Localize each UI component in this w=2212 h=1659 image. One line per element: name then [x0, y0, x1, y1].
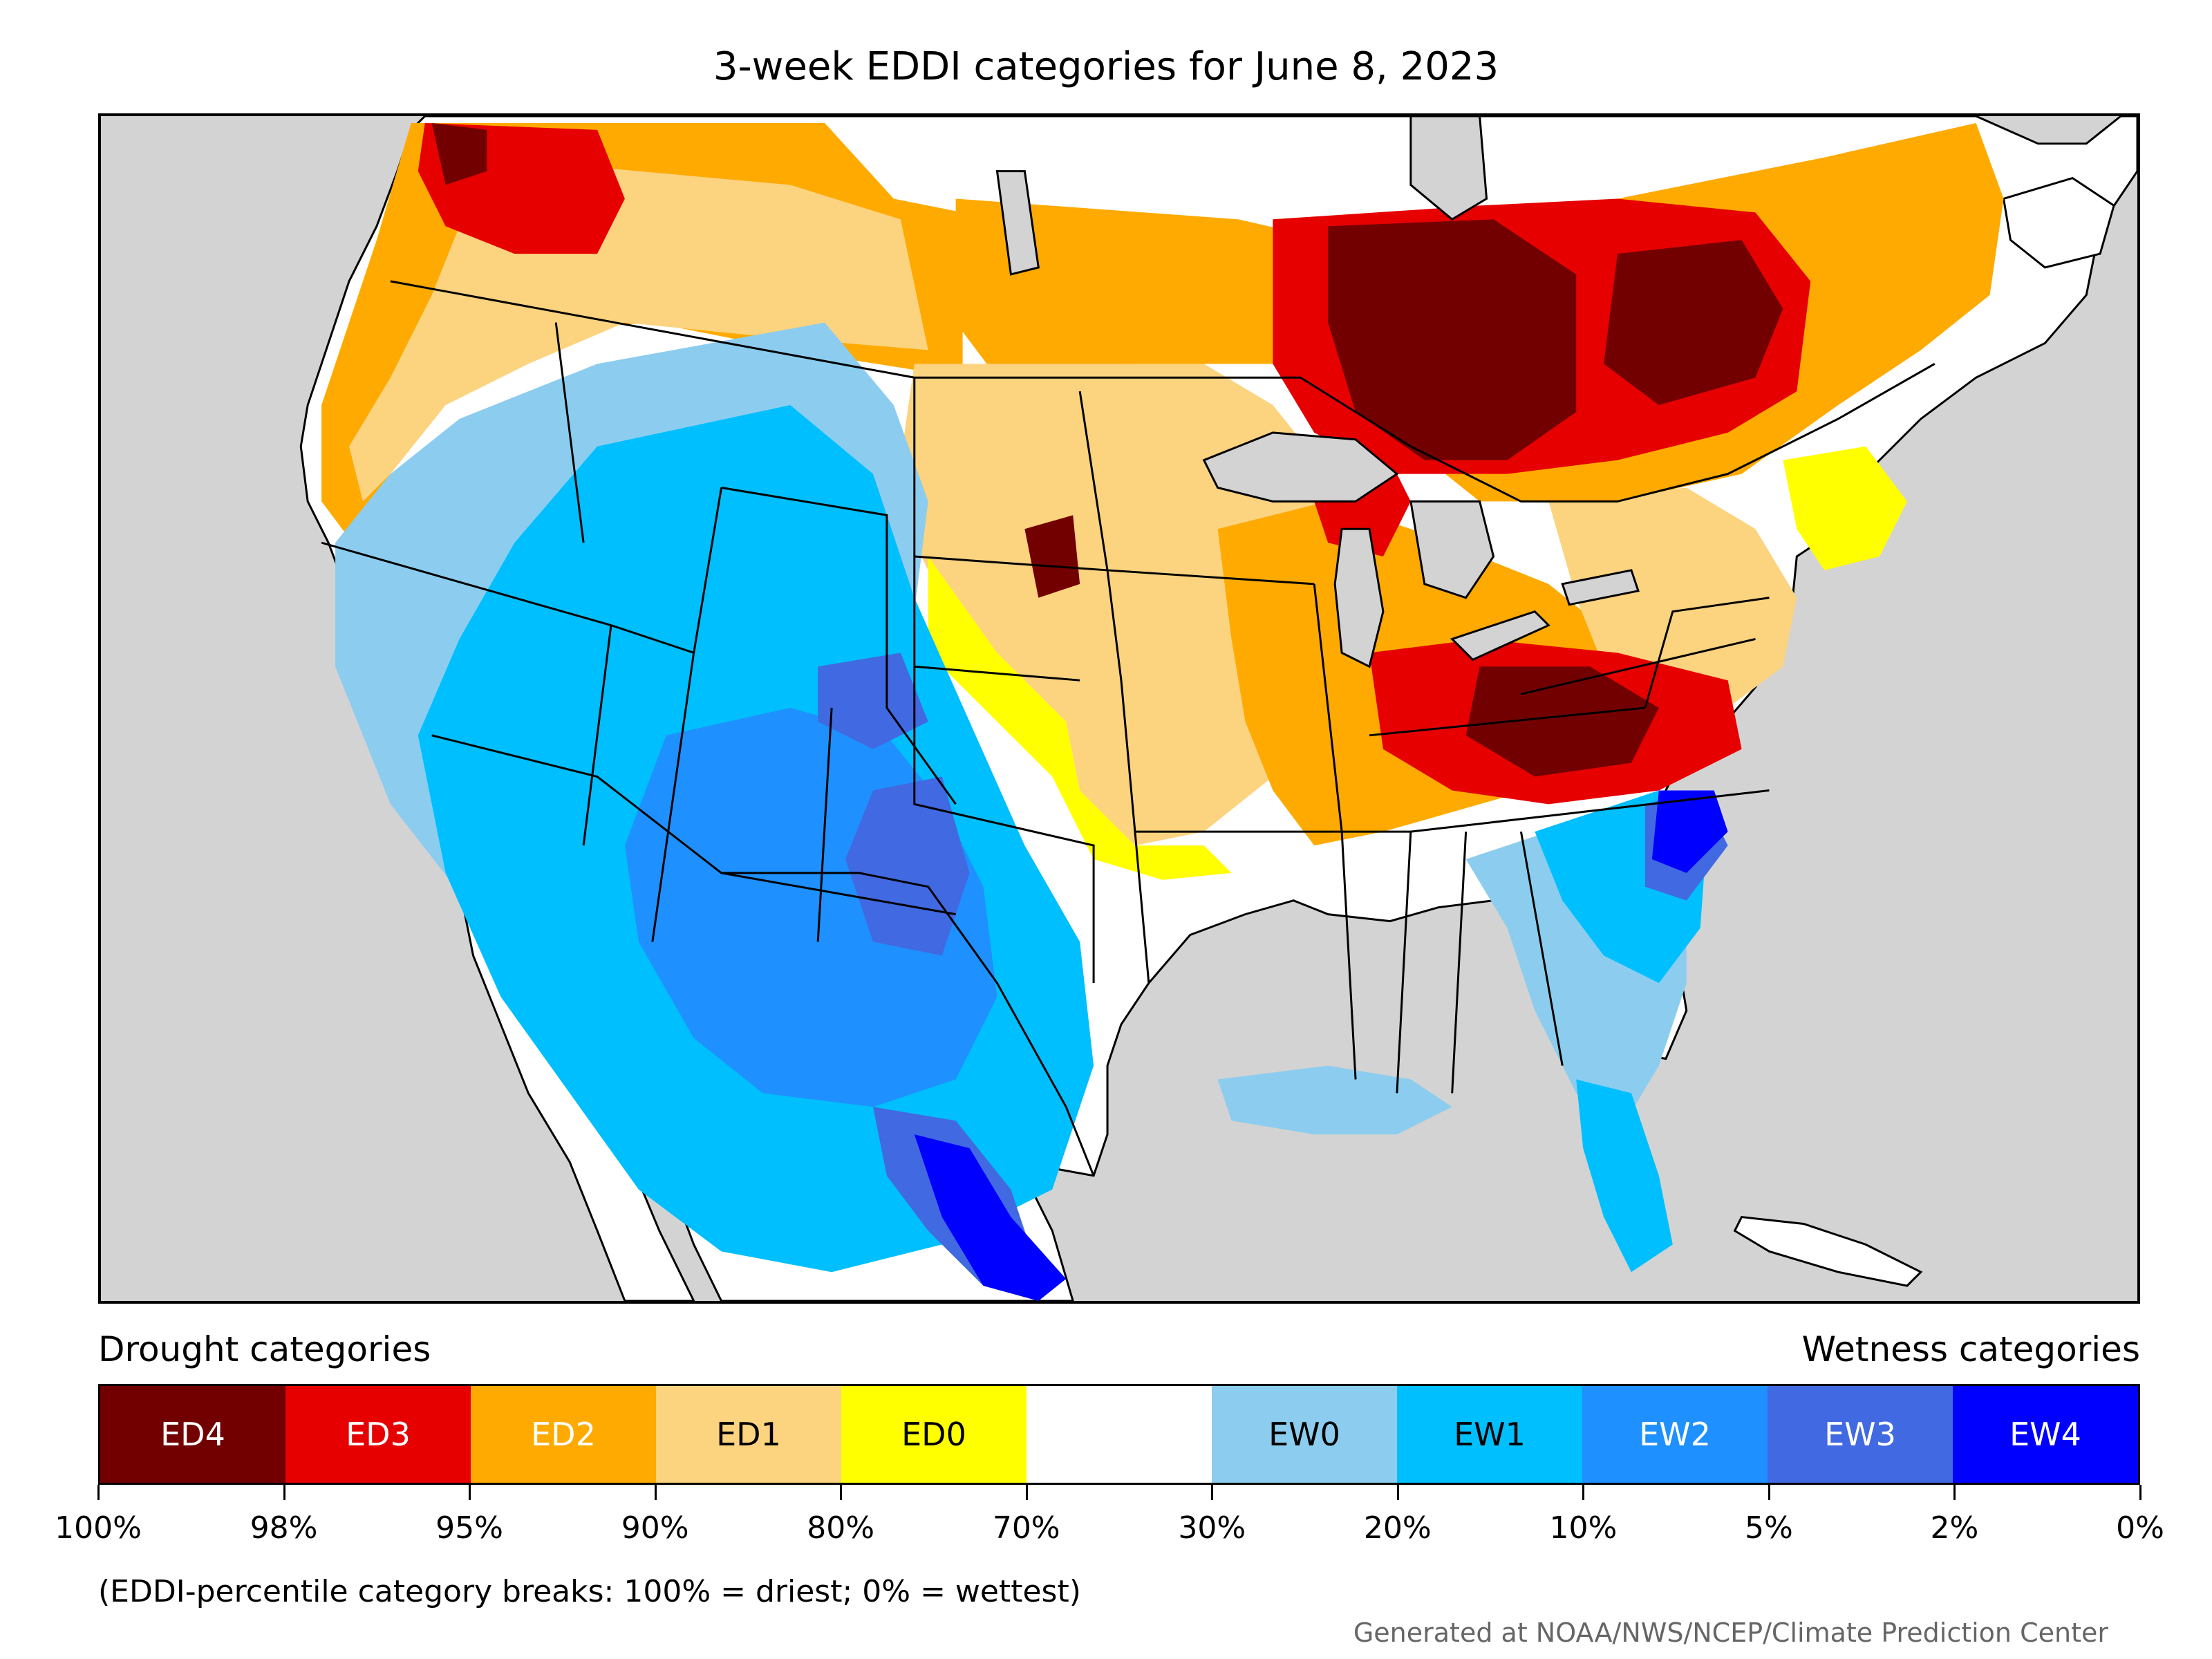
colorbar-tick — [1211, 1485, 1214, 1500]
lake-ontario — [1561, 569, 1640, 606]
boundary-layer — [321, 280, 1936, 1177]
us-mexico-border — [431, 734, 1095, 1177]
colorbar-tick-label: 98% — [250, 1510, 318, 1546]
colorbar-cell-ed1: ED1 — [656, 1386, 841, 1483]
colorbar-tick — [2139, 1485, 2141, 1500]
ew1-florida — [1576, 1079, 1673, 1273]
lake-winnipeg — [995, 170, 1040, 276]
ew0-gulf-coast — [1217, 1065, 1452, 1135]
colorbar-cell-ew0: EW0 — [1212, 1386, 1397, 1483]
ed4-northwest-corner — [431, 122, 487, 185]
colorbar-cell-ed2: ED2 — [471, 1386, 656, 1483]
category-breaks-note: (EDDI-percentile category breaks: 100% =… — [98, 1574, 1081, 1609]
colorbar-cell-ed4: ED4 — [100, 1386, 285, 1483]
map-canvas — [299, 116, 2137, 1301]
colorbar-tick — [1953, 1485, 1956, 1500]
colorbar-tick-label: 5% — [1745, 1510, 1793, 1546]
colorbar-cell-ed3: ED3 — [285, 1386, 471, 1483]
colorbar-tick-label: 90% — [621, 1510, 689, 1546]
colorbar-cell-ew4: EW4 — [1953, 1386, 2138, 1483]
colorbar-cell-ew3: EW3 — [1768, 1386, 1953, 1483]
ed0-new-england — [1783, 446, 1907, 570]
colorbar-tick-label: 20% — [1363, 1510, 1432, 1546]
colorbar-tick-label: 95% — [435, 1510, 503, 1546]
colorbar-tick — [1396, 1485, 1399, 1500]
colorbar-tick — [283, 1485, 285, 1500]
wetness-categories-title: Wetness categories — [1801, 1329, 2140, 1369]
cuba-island — [1733, 1215, 1923, 1287]
colorbar-tick — [469, 1485, 471, 1500]
colorbar-tick-label: 10% — [1549, 1510, 1618, 1546]
lake-michigan — [1333, 527, 1385, 668]
ed4-nebraska-spot — [1024, 515, 1080, 598]
us-canada-border — [390, 280, 1936, 503]
colorbar-cell-ed0: ED0 — [841, 1386, 1027, 1483]
ew3-colorado — [818, 653, 928, 749]
ed4-ohio-core — [1465, 666, 1659, 777]
hudson-bay-edge — [1409, 116, 1488, 221]
colorbar-tick-label: 100% — [55, 1510, 142, 1546]
ew4-texas-coast — [914, 1134, 1067, 1301]
lake-erie — [1450, 610, 1550, 662]
eddi-map — [98, 113, 2140, 1304]
drought-categories-title: Drought categories — [98, 1329, 431, 1369]
colorbar-tick — [1768, 1485, 1770, 1500]
colorbar-tick — [1025, 1485, 1028, 1500]
state-lines-east — [1313, 583, 1770, 1094]
great-lakes-layer — [995, 116, 1640, 668]
colorbar-tick-label: 0% — [2116, 1510, 2164, 1546]
credit-text: Generated at NOAA/NWS/NCEP/Climate Predi… — [1353, 1618, 2108, 1648]
colorbar-tick — [654, 1485, 657, 1500]
ed0-plains-fringe — [928, 556, 1232, 880]
ed4-quebec-core — [1604, 240, 1783, 406]
colorbar-cell-ew2: EW2 — [1582, 1386, 1768, 1483]
colorbar-cell-normal — [1027, 1386, 1212, 1483]
newfoundland-island — [2002, 176, 2115, 269]
colorbar-tick — [97, 1485, 100, 1500]
colorbar-tick-label: 2% — [1930, 1510, 1979, 1546]
lake-huron — [1409, 500, 1495, 599]
colorbar-tick-label: 30% — [1178, 1510, 1246, 1546]
ew4-north-carolina-coast — [1651, 790, 1728, 873]
category-colorbar: ED4 ED3 ED2 ED1 ED0 EW0 EW1 EW2 EW3 EW4 — [98, 1384, 2140, 1485]
colorbar-tick-label: 80% — [807, 1510, 875, 1546]
map-title: 3-week EDDI categories for June 8, 2023 — [713, 44, 1499, 89]
state-lines-central — [913, 377, 1411, 984]
lake-superior — [1202, 431, 1399, 503]
colorbar-tick — [1582, 1485, 1585, 1500]
state-lines-west — [321, 322, 957, 942]
ed4-ontario-core — [1328, 219, 1577, 460]
colorbar-ticks — [97, 1485, 2141, 1503]
colorbar-tick — [840, 1485, 843, 1500]
category-fill-layer — [321, 122, 2004, 1301]
colorbar-cell-ew1: EW1 — [1397, 1386, 1582, 1483]
colorbar-tick-label: 70% — [992, 1510, 1060, 1546]
